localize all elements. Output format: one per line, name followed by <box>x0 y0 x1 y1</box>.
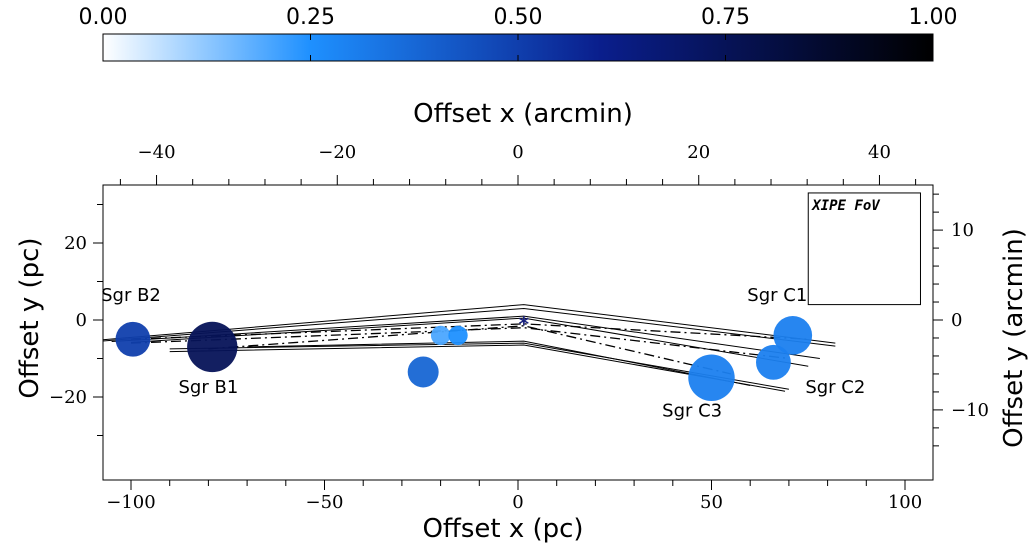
colorbar: 0.00 0.25 0.50 0.75 1.00 <box>79 5 958 62</box>
cloud-marker <box>430 325 451 346</box>
colorbar-tick-label: 0.25 <box>286 5 335 30</box>
projection-line-dashdot <box>208 325 731 375</box>
y-left-tick-label: −20 <box>49 387 87 408</box>
x-top-tick-label: 40 <box>868 142 891 163</box>
x-bottom-tick-label: 50 <box>700 492 723 513</box>
x-bottom-tick-label: 0 <box>512 492 523 513</box>
x-bottom-tick-label: −50 <box>306 492 344 513</box>
cloud-marker <box>115 321 151 357</box>
colorbar-tick-label: 1.00 <box>909 5 958 30</box>
fov-label: XIPE FoV <box>811 198 881 214</box>
y-left-tick-label: 0 <box>76 310 87 331</box>
x-bottom-tick-label: 100 <box>888 492 922 513</box>
projection-line <box>103 304 836 344</box>
x-top-tick-label: 0 <box>512 142 523 163</box>
cloud-marker <box>448 325 468 346</box>
projection-line <box>247 340 751 386</box>
y-axis-right-title: Offset y (arcmin) <box>999 228 1029 448</box>
x-top-tick-label: −20 <box>318 142 356 163</box>
cloud-label: Sgr C2 <box>805 377 865 398</box>
colorbar-tick-label: 0.50 <box>494 5 543 30</box>
cloud-label: Sgr C1 <box>747 285 807 306</box>
projection-line <box>111 315 820 359</box>
x-top-tick-label: 20 <box>687 142 710 163</box>
colorbar-tick-label: 0.00 <box>79 5 128 30</box>
y-right-tick-label: 10 <box>951 220 974 241</box>
fov-box: XIPE FoV <box>807 192 921 306</box>
colorbar-ticks: 0.00 0.25 0.50 0.75 1.00 <box>79 5 958 61</box>
cloud-marker <box>187 321 238 373</box>
data-layer: * <box>103 304 836 401</box>
x-top-tick-label: −40 <box>138 142 176 163</box>
cloud-marker <box>756 344 791 380</box>
y-right-tick-label: 0 <box>951 310 962 331</box>
y-right-tick-label: −10 <box>951 400 989 421</box>
x-axis-bottom-title: Offset x (pc) <box>422 514 583 544</box>
cloud-label: Sgr B1 <box>179 377 239 398</box>
y-left-tick-label: 20 <box>64 233 87 254</box>
fov-rect <box>807 192 921 306</box>
projection-line <box>103 307 836 347</box>
cloud-marker <box>688 354 735 401</box>
y-axis-left-title: Offset y (pc) <box>15 237 45 398</box>
center-marker: * <box>519 312 530 336</box>
colorbar-tick-label: 0.75 <box>701 5 750 30</box>
cloud-label: Sgr C3 <box>662 400 722 421</box>
cloud-marker <box>773 316 813 355</box>
x-axis-top-title: Offset x (arcmin) <box>413 99 633 129</box>
projection-line-dashdot <box>130 323 809 340</box>
cloud-label: Sgr B2 <box>101 285 161 306</box>
x-bottom-tick-label: −100 <box>106 492 155 513</box>
cloud-marker <box>407 356 439 388</box>
